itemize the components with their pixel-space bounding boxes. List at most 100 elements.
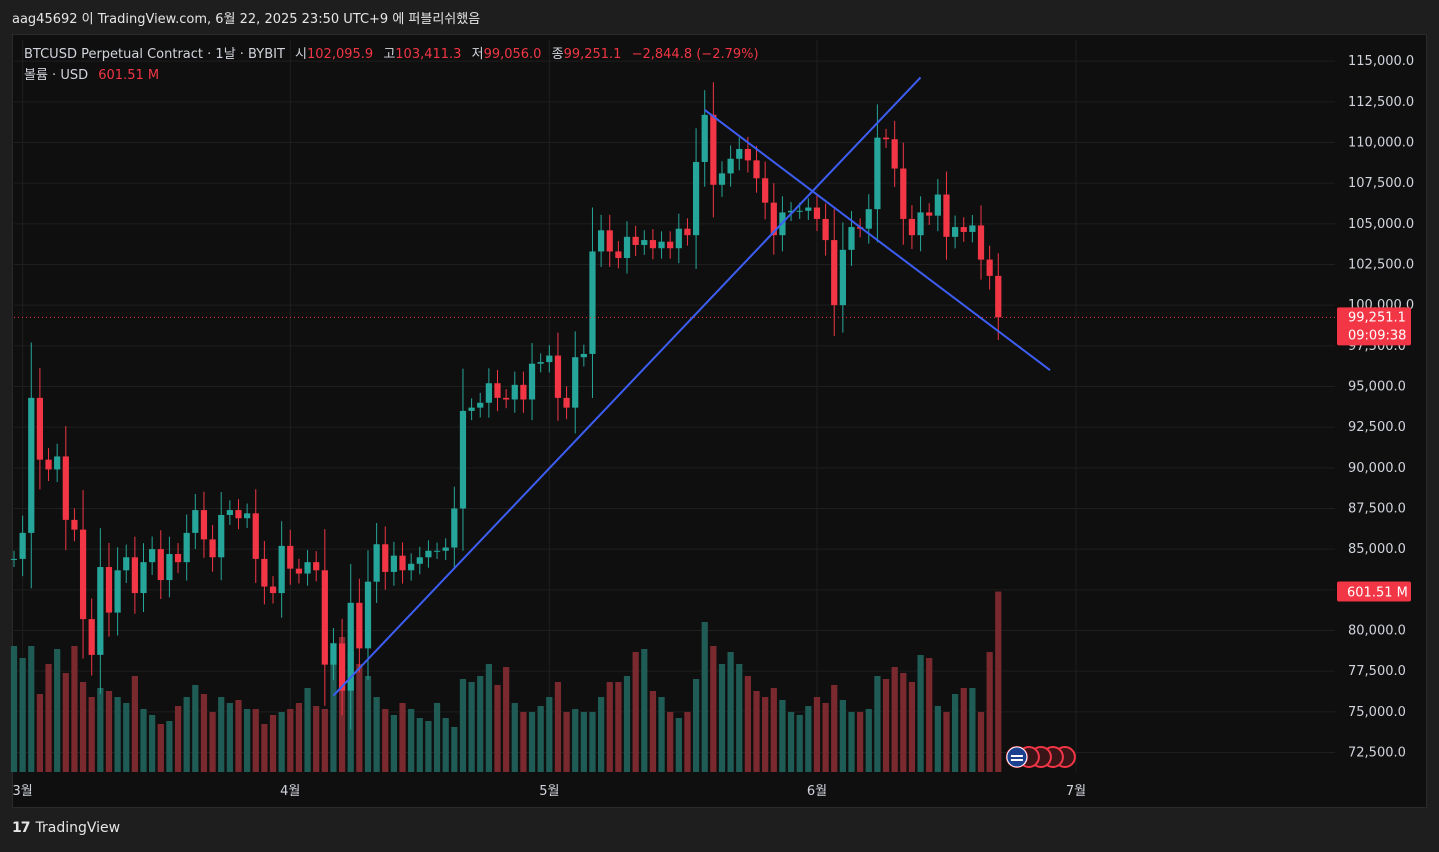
volume-badge [1337, 581, 1411, 602]
volume-bar [140, 709, 147, 772]
candle-body [485, 383, 492, 403]
volume-bar [779, 700, 786, 772]
y-tick-label: 90,000.0 [1348, 461, 1406, 476]
volume-bar [382, 709, 389, 772]
volume-bar [554, 682, 562, 772]
candle-body [995, 275, 1002, 318]
volume-bar [442, 718, 449, 772]
candle-body [19, 532, 26, 559]
candle-body [649, 240, 657, 249]
volume-bar [520, 712, 527, 772]
volume-bar [684, 712, 691, 772]
candle-body [528, 363, 536, 400]
volume-bar [157, 724, 164, 772]
brand-name[interactable]: TradingView [35, 820, 121, 836]
volume-bar [649, 691, 657, 772]
y-tick-label: 72,500.0 [1348, 745, 1406, 760]
volume-bar [304, 688, 311, 772]
candle-body [451, 508, 458, 548]
volume-bar [787, 712, 795, 772]
candle-body [88, 619, 95, 655]
volume-bar [226, 703, 233, 772]
candle-body [416, 557, 423, 564]
candle-body [718, 173, 726, 185]
y-tick-label: 80,000.0 [1348, 623, 1406, 638]
volume-bar [192, 685, 199, 772]
candle-body [36, 397, 44, 460]
trendline-up[interactable] [332, 76, 922, 697]
volume-bar [995, 591, 1002, 772]
volume-bar [692, 679, 700, 772]
volume-bar [425, 721, 432, 772]
x-tick-label: 5월 [539, 784, 559, 799]
candle-body [580, 353, 587, 358]
candle-body [503, 397, 510, 400]
candle-body [874, 137, 881, 210]
volume-bar [511, 703, 518, 772]
volume-bar [105, 691, 113, 772]
volume-bar [934, 706, 941, 772]
candle-body [831, 240, 838, 306]
candle-body [399, 555, 406, 571]
volume-bar [131, 676, 138, 772]
y-tick-label: 75,000.0 [1348, 705, 1406, 720]
candle-body [563, 397, 570, 408]
candle-body [917, 212, 924, 236]
volume-bar [710, 646, 717, 772]
volume-bar [356, 664, 363, 772]
volume-bar [97, 688, 104, 772]
candle-body [977, 225, 985, 260]
candle-body [839, 249, 846, 306]
candle-body [762, 178, 769, 203]
candle-body [822, 218, 829, 241]
candle-body [865, 209, 872, 229]
candle-body [105, 567, 113, 613]
volume-bar [977, 712, 985, 772]
candle-body [261, 558, 268, 587]
volume-bar [218, 697, 225, 772]
candle-body [244, 513, 251, 519]
candle-body [433, 550, 441, 552]
volume-bar [235, 700, 242, 772]
tradingview-logo[interactable]: 17 [12, 820, 31, 836]
volume-bar [54, 649, 61, 772]
trendline-down[interactable] [704, 109, 1051, 372]
volume-bar [494, 685, 501, 772]
candle-body [943, 194, 950, 237]
candle-body [192, 510, 199, 533]
candle-body [615, 251, 622, 258]
chart-legend: BTCUSD Perpetual Contract · 1날 · BYBIT 시… [24, 44, 759, 86]
candle-body [278, 545, 285, 594]
symbol-label[interactable]: BTCUSD Perpetual Contract · 1날 · BYBIT [24, 47, 285, 62]
volume-bar [606, 682, 613, 772]
candle-body [554, 355, 562, 398]
volume-bar [19, 658, 26, 772]
candle-body [805, 207, 812, 211]
volume-bar [831, 685, 838, 772]
volume-bar [252, 709, 259, 772]
volume-label[interactable]: 볼륨 · USD [24, 68, 89, 83]
close-label: 종 [551, 47, 564, 62]
candle-body [468, 407, 475, 411]
volume-bar [589, 712, 596, 772]
volume-bar [900, 673, 907, 772]
candle-body [373, 544, 380, 582]
volume-bar [71, 646, 78, 772]
candle-body [926, 212, 933, 216]
volume-bar [295, 703, 303, 772]
candle-body [520, 384, 527, 400]
volume-bar [822, 703, 829, 772]
candle-body [313, 562, 320, 571]
volume-bar [200, 694, 208, 772]
candle-body [641, 240, 648, 245]
last-price-value: 99,251.1 [1348, 310, 1406, 325]
volume-bar [917, 655, 924, 772]
volume-bar [79, 682, 87, 772]
candle-body [28, 397, 35, 533]
volume-bar [503, 667, 510, 772]
volume-bar [36, 694, 44, 772]
candle-body [727, 158, 734, 174]
change-value: −2,844.8 (−2.79%) [631, 47, 759, 62]
candle-body [71, 519, 78, 530]
